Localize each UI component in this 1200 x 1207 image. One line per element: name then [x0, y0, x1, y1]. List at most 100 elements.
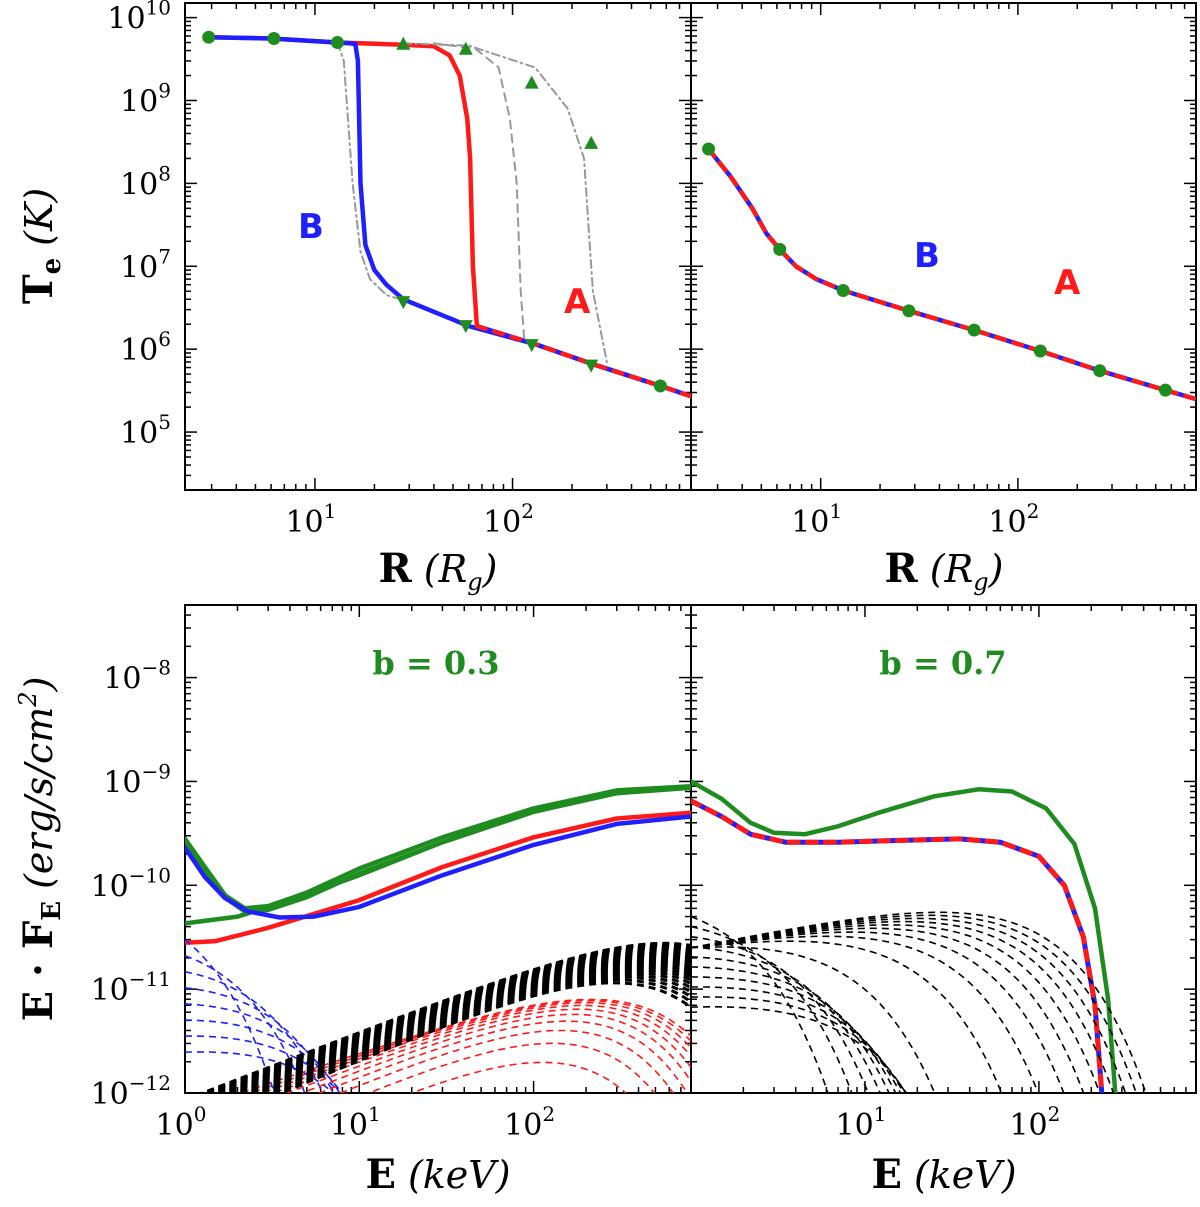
component-black-dashed — [244, 961, 691, 1093]
component-red-dashed — [317, 1020, 688, 1093]
marker-triangle-down — [584, 359, 599, 373]
y-tick-label: 10−12 — [91, 1071, 171, 1112]
component-blue-dashed — [185, 987, 335, 1093]
marker-triangle-up — [524, 75, 539, 89]
component-black-dashed — [198, 941, 691, 1093]
marker-circle — [1158, 383, 1172, 397]
y-tick-label: 1010 — [107, 0, 171, 37]
series-green — [691, 779, 1118, 1093]
component-black-dashed — [251, 965, 691, 1093]
y-tick-label: 109 — [120, 78, 171, 119]
component-black-dashed — [691, 946, 936, 1093]
top-y-title-sub: e — [37, 258, 67, 275]
component-black-dashed — [264, 972, 691, 1093]
marker-circle — [267, 31, 281, 45]
y-tick-label: 10−8 — [103, 656, 171, 697]
top-y-title-main: T — [15, 274, 62, 304]
x-tick-label: 102 — [988, 499, 1039, 540]
marker-circle — [1093, 364, 1107, 378]
component-black-dashed — [691, 927, 1085, 1093]
series-green-3 — [185, 784, 691, 926]
component-black-dashed — [691, 935, 1040, 1093]
top-left-label-b: B — [298, 207, 324, 247]
x-tick-label: 101 — [330, 1102, 381, 1143]
component-blue-dashed — [185, 1003, 341, 1093]
top-right-label-a: A — [1054, 263, 1081, 303]
series-red-blue — [691, 798, 1105, 1093]
y-tick-label: 105 — [120, 410, 171, 451]
component-red-dashed — [366, 1042, 656, 1093]
marker-triangle-down — [458, 320, 473, 334]
plot-top-left — [202, 30, 691, 399]
marker-triangle-up — [584, 135, 599, 149]
panel-frames — [184, 2, 1197, 1094]
component-black-dashed — [691, 931, 1065, 1093]
marker-circle — [836, 284, 850, 298]
series-a-b-overlay — [706, 146, 1196, 402]
component-black-dashed — [691, 1006, 908, 1093]
y-tick-label: 10−10 — [91, 863, 171, 904]
component-black-dashed — [240, 959, 691, 1093]
series-b — [206, 34, 691, 399]
component-red-dashed — [285, 1008, 691, 1093]
x-tick-label: 102 — [483, 499, 534, 540]
component-black-dashed — [691, 915, 829, 1093]
marker-circle — [330, 36, 344, 50]
component-black-dashed — [268, 975, 691, 1093]
top-y-title-unit: (K) — [17, 188, 61, 246]
series-red — [185, 810, 691, 945]
marker-circle — [902, 304, 916, 318]
y-tick-label: 107 — [120, 244, 171, 285]
series-green-1 — [185, 783, 691, 911]
x-tick-label: 101 — [835, 1102, 886, 1143]
svg-text:E · FE(erg/s/cm2): E · FE(erg/s/cm2) — [14, 677, 67, 1022]
marker-triangle-up — [458, 41, 473, 55]
marker-circle — [653, 379, 667, 393]
x-tick-label: 101 — [791, 499, 842, 540]
component-red-dashed — [238, 998, 691, 1093]
component-black-dashed — [691, 940, 1003, 1093]
component-black-dashed — [691, 946, 882, 1093]
x-tick-label: 102 — [504, 1102, 555, 1143]
y-tick-label: 10−9 — [103, 759, 171, 800]
component-black-dashed — [691, 996, 907, 1093]
panel-top-left-frame — [184, 2, 692, 491]
svg-text:Te(K): Te (K) — [15, 188, 67, 304]
bottom-left-y-axis-title: E · FE(erg/s/cm2) — [14, 677, 67, 1022]
bottom-left-b-value: b = 0.3 — [372, 644, 499, 682]
top-left-y-axis-title: Te (K) — [15, 188, 67, 304]
component-black-dashed — [248, 963, 691, 1093]
marker-triangle-down — [524, 339, 539, 353]
component-blue-dashed — [185, 1051, 335, 1093]
component-black-dashed — [278, 981, 691, 1093]
series-green-2 — [185, 785, 691, 914]
x-tick-label: 101 — [285, 499, 336, 540]
series-red-blue-overlay — [691, 798, 1105, 1093]
component-blue-dashed — [185, 1035, 342, 1093]
series-gray-dashed — [432, 42, 526, 344]
x-tick-label: 100 — [156, 1102, 207, 1143]
component-black-dashed — [691, 935, 870, 1093]
top-left-x-axis-title: R (Rg) — [379, 545, 498, 596]
component-black-dashed — [691, 986, 905, 1093]
component-red-dashed — [409, 1061, 627, 1093]
component-blue-dashed — [185, 1019, 343, 1093]
series-a — [206, 34, 480, 329]
bottom-right-x-axis-title: E (keV) — [871, 1151, 1016, 1198]
top-right-x-axis-title: R (Rg) — [885, 545, 1004, 596]
component-black-dashed — [691, 966, 897, 1093]
component-black-dashed — [273, 978, 691, 1093]
component-black-dashed — [255, 967, 691, 1093]
y-tick-label: 10−11 — [91, 967, 171, 1008]
component-black-dashed — [691, 911, 1147, 1093]
series-a-b — [706, 146, 1196, 402]
marker-triangle-down — [396, 296, 411, 310]
top-right-label-b: B — [914, 236, 940, 276]
panel-bottom-right-frame — [690, 604, 1197, 1094]
component-red-dashed — [271, 1004, 691, 1093]
marker-triangle-up — [396, 36, 411, 50]
bottom-right-b-value: b = 0.7 — [879, 644, 1006, 682]
marker-circle — [202, 30, 216, 44]
marker-circle — [1033, 344, 1047, 358]
component-red-dashed — [338, 1029, 674, 1093]
